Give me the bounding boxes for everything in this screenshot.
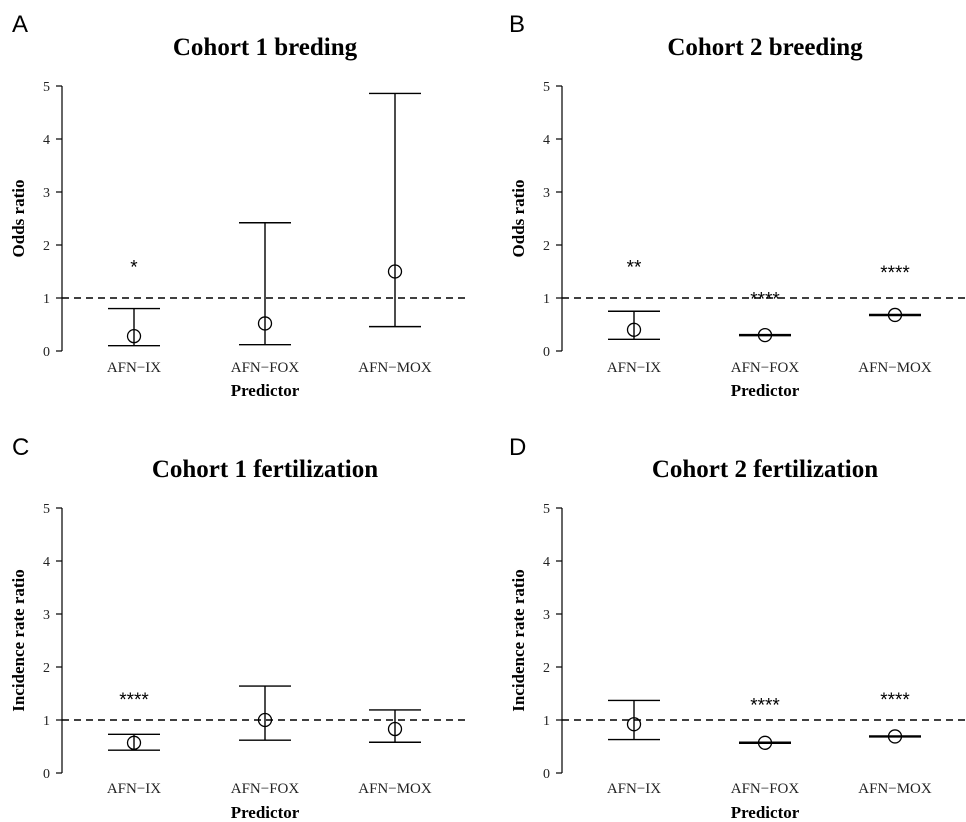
significance-label: ****	[750, 695, 780, 716]
panel-letter: C	[12, 434, 29, 461]
panel-letter: D	[509, 434, 526, 461]
y-tick-label: 4	[43, 133, 50, 148]
data-point	[257, 712, 273, 728]
data-point	[126, 329, 142, 344]
y-axis-title: Odds ratio	[9, 180, 28, 258]
x-tick-label: AFN−FOX	[731, 781, 800, 797]
y-tick-label: 3	[543, 608, 550, 623]
y-tick-label: 2	[543, 239, 550, 254]
y-tick-label: 1	[43, 714, 50, 729]
y-tick-label: 5	[543, 80, 550, 95]
data-point	[887, 729, 903, 744]
chart-title: Cohort 1 breding	[173, 34, 358, 61]
y-tick-label: 5	[543, 502, 550, 517]
y-axis-title: Incidence rate ratio	[509, 569, 528, 712]
chart-title: Cohort 2 breeding	[667, 34, 863, 61]
y-tick-label: 5	[43, 80, 50, 95]
y-tick-label: 2	[43, 239, 50, 254]
panel-b: B Cohort 2 breeding 0 1 2 3 4 5 Odds ratio ** AFN−…	[509, 11, 966, 400]
significance-label: ****	[880, 263, 910, 284]
y-tick-label: 3	[543, 186, 550, 201]
panel-a: A Cohort 1 breding 0 1 2 3 4 5 Odds ratio * AFN−IX…	[9, 11, 467, 400]
panel-letter: A	[12, 11, 28, 38]
y-tick-label: 3	[43, 186, 50, 201]
y-axis-title: Odds ratio	[509, 180, 528, 258]
significance-label: *	[130, 258, 138, 279]
data-point	[626, 717, 642, 732]
y-tick-label: 0	[43, 345, 50, 360]
data-point	[387, 264, 403, 279]
y-tick-label: 1	[543, 714, 550, 729]
panel-c: C Cohort 1 fertilization 0 1 2 3 4 5 Incidence r…	[9, 434, 467, 822]
chart-title: Cohort 1 fertilization	[152, 456, 378, 483]
y-tick-label: 5	[43, 502, 50, 517]
data-point	[757, 735, 773, 750]
chart-title: Cohort 2 fertilization	[652, 456, 878, 483]
y-tick-label: 2	[43, 661, 50, 676]
y-tick-label: 1	[43, 292, 50, 307]
x-tick-label: AFN−MOX	[858, 360, 932, 376]
x-tick-label: AFN−MOX	[358, 360, 432, 376]
x-tick-label: AFN−IX	[607, 781, 661, 797]
y-tick-label: 4	[543, 555, 550, 570]
data-point	[887, 307, 903, 323]
x-axis-title: Predictor	[731, 803, 800, 822]
y-tick-label: 0	[43, 767, 50, 782]
x-tick-label: AFN−IX	[607, 360, 661, 376]
y-tick-label: 3	[43, 608, 50, 623]
x-tick-label: AFN−FOX	[731, 360, 800, 376]
x-tick-label: AFN−IX	[107, 360, 161, 376]
x-axis-title: Predictor	[731, 381, 800, 400]
y-tick-label: 0	[543, 767, 550, 782]
x-tick-label: AFN−MOX	[858, 781, 932, 797]
x-axis-title: Predictor	[231, 381, 300, 400]
y-tick-label: 2	[543, 661, 550, 676]
x-axis-title: Predictor	[231, 803, 300, 822]
x-tick-label: AFN−FOX	[231, 360, 300, 376]
data-point	[257, 316, 273, 331]
x-tick-label: AFN−MOX	[358, 781, 432, 797]
x-tick-label: AFN−IX	[107, 781, 161, 797]
significance-label: ****	[880, 690, 910, 711]
data-point	[126, 735, 142, 750]
y-tick-label: 0	[543, 345, 550, 360]
significance-label: **	[627, 258, 642, 279]
y-axis-title: Incidence rate ratio	[9, 569, 28, 712]
panel-letter: B	[509, 11, 525, 38]
significance-label: ****	[119, 690, 149, 711]
x-tick-label: AFN−FOX	[231, 781, 300, 797]
y-tick-label: 4	[43, 555, 50, 570]
data-point	[387, 721, 403, 737]
panel-d: D Cohort 2 fertilization 0 1 2 3 4 5 Incidence r…	[509, 434, 966, 822]
data-point	[626, 322, 642, 337]
significance-label: ****	[750, 289, 780, 310]
y-tick-label: 4	[543, 133, 550, 148]
y-tick-label: 1	[543, 292, 550, 307]
data-point	[757, 327, 773, 343]
